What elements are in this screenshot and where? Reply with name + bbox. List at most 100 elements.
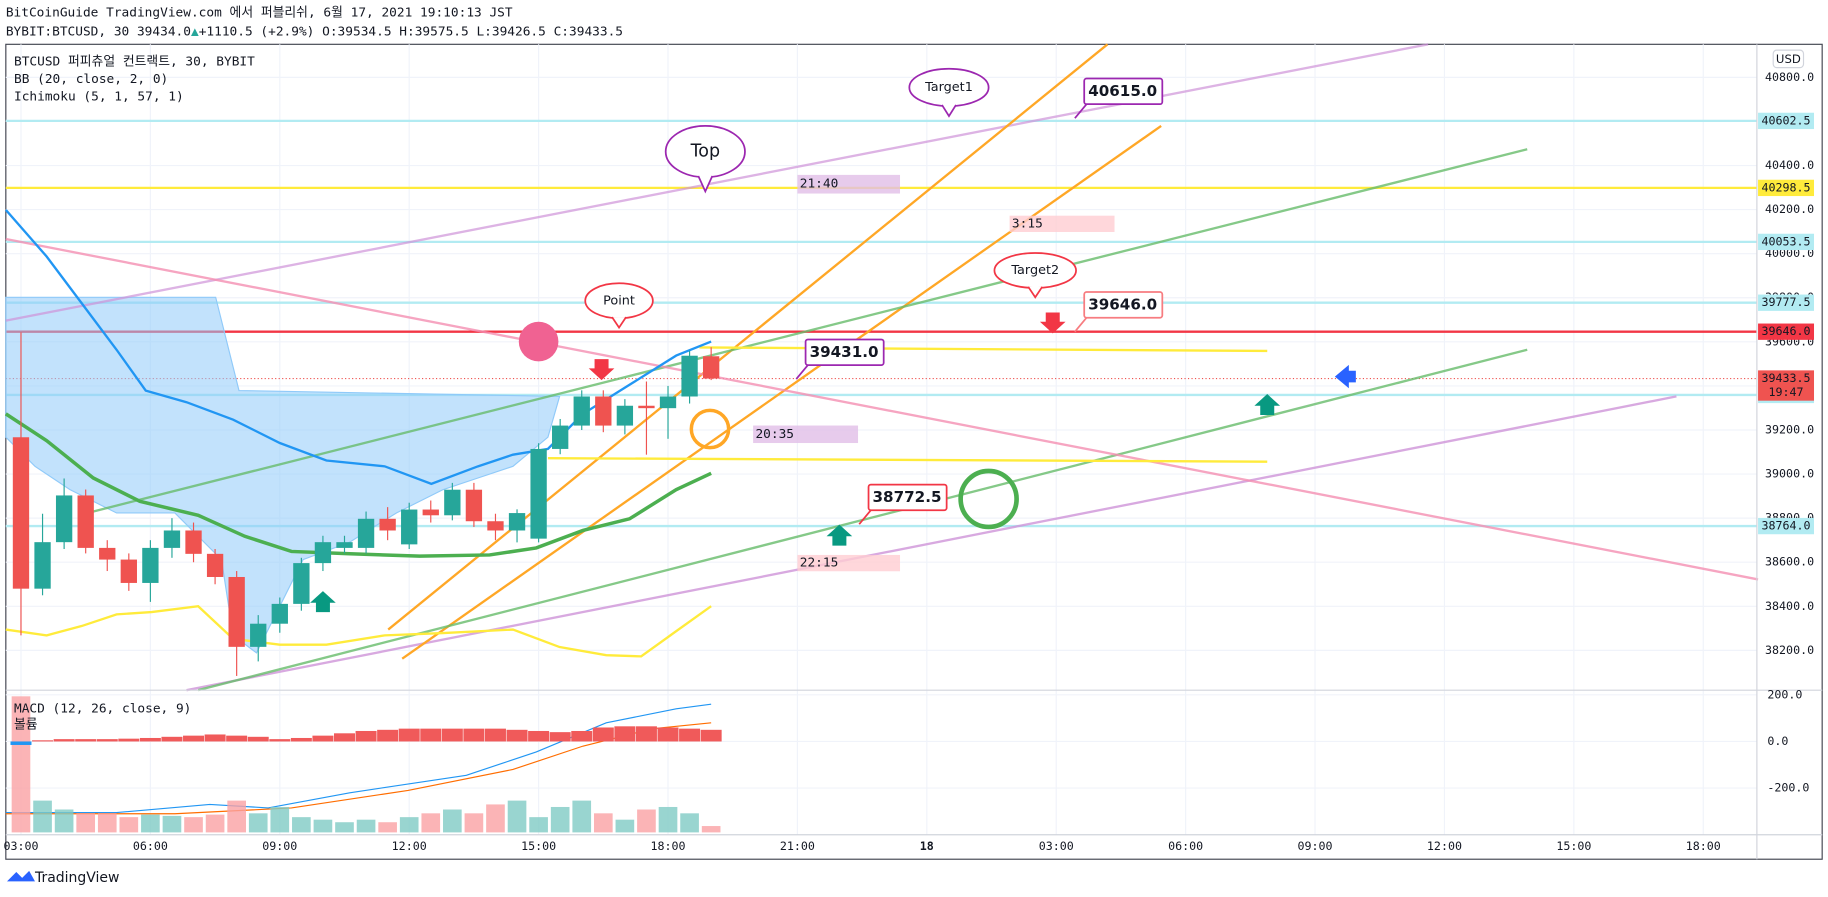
symbol-line: BYBIT:BTCUSD, 30 39434.0▲+1110.5 (+2.9%)…	[6, 24, 623, 39]
level-label-box	[1758, 294, 1815, 311]
candle-body	[142, 547, 159, 583]
candle-body	[508, 513, 526, 531]
level-label: 39777.5	[1761, 295, 1810, 309]
level-label-box	[1758, 323, 1815, 340]
candle-body	[487, 521, 504, 531]
level-label: 39646.0	[1761, 324, 1810, 338]
volume-bar	[313, 819, 333, 833]
macd-tick-label: -200.0	[1767, 781, 1809, 795]
candle-body	[422, 509, 439, 516]
brand: TradingView	[34, 870, 119, 886]
macd-histogram-bar	[118, 738, 140, 742]
candle-body	[228, 576, 245, 647]
time-note-box	[797, 554, 901, 572]
macd-histogram-bar	[506, 729, 528, 742]
level-label-box	[1758, 517, 1815, 535]
x-tick-label: 21:00	[780, 839, 815, 853]
macd-histogram-bar	[463, 728, 485, 742]
volume-bar	[335, 822, 354, 833]
candle-body	[659, 396, 677, 409]
level-label: 40053.5	[1761, 234, 1810, 248]
volume-bar	[464, 813, 484, 833]
macd-histogram-bar	[484, 728, 506, 742]
y-tick-label: 40200.0	[1765, 202, 1814, 216]
price-note: 39646.0	[1088, 295, 1157, 313]
macd-histogram-bar	[614, 726, 636, 742]
candle-body	[616, 405, 634, 426]
candle-body	[702, 356, 720, 379]
volume-bar	[507, 800, 527, 833]
note-box	[1083, 291, 1164, 319]
candle-body	[120, 559, 137, 583]
callout: Target1	[924, 80, 973, 95]
x-tick-label: 09:00	[1298, 839, 1333, 853]
volume-bar	[248, 813, 268, 833]
macd-histogram-bar	[657, 727, 679, 742]
candle-body	[163, 530, 181, 548]
legend: BB (20, close, 2, 0)	[14, 72, 168, 87]
level-label-box	[1758, 179, 1815, 197]
x-tick-label: 06:00	[133, 839, 168, 853]
x-tick-label: 06:00	[1168, 839, 1203, 853]
ohlc: O:39534.5	[322, 24, 391, 39]
up: ▲	[191, 24, 199, 39]
macd-tick-label: 0.0	[1767, 734, 1788, 748]
candle-body	[401, 509, 418, 545]
candle-body	[552, 425, 569, 449]
legend: Ichimoku (5, 1, 57, 1)	[14, 89, 184, 104]
level-label-box	[1758, 233, 1815, 251]
callout-tail	[941, 104, 957, 118]
symbol: BYBIT:BTCUSD, 30 39434.0	[6, 24, 191, 39]
macd-histogram-bar	[377, 729, 399, 742]
macd-histogram-bar	[312, 735, 334, 742]
logo	[6, 870, 35, 882]
volume-bar	[119, 817, 139, 833]
candle-body	[465, 489, 483, 522]
macd-histogram-bar	[700, 729, 722, 742]
volume-bar	[637, 809, 656, 833]
ohlc: L:39426.5	[476, 24, 545, 39]
candle-body	[681, 355, 698, 397]
frame	[5, 43, 1823, 860]
time-note: 22:15	[800, 556, 839, 571]
macd-histogram-bar	[549, 732, 571, 742]
currency: USD	[1776, 52, 1801, 66]
volume-bar	[399, 817, 419, 833]
y-tick-label: 39200.0	[1765, 422, 1814, 436]
volume-bar	[97, 813, 117, 833]
candle-body	[444, 489, 461, 516]
drawings	[4, 43, 1759, 815]
candle-body	[357, 518, 375, 548]
ohlc: C:39433.5	[554, 24, 623, 39]
volume-bar	[421, 813, 441, 833]
x-tick-label: 12:00	[392, 839, 427, 853]
macd-histogram-bar	[53, 739, 75, 742]
macd-histogram-bar	[398, 728, 420, 742]
level-label: 40602.5	[1761, 113, 1810, 127]
callout: Target2	[1010, 263, 1059, 278]
candle-body	[379, 518, 396, 531]
candle-body	[206, 553, 224, 577]
macd-histogram-bar	[679, 728, 701, 742]
callout-tail	[611, 316, 627, 330]
candle-body	[638, 405, 655, 409]
y-tick-label: 38200.0	[1765, 643, 1814, 657]
x-tick-label: 03:00	[3, 839, 38, 853]
candle-body	[55, 495, 73, 543]
macd-histogram-bar	[183, 735, 205, 742]
time-note-box	[797, 174, 901, 194]
macd-histogram-bar	[32, 740, 54, 742]
candle-body	[314, 542, 332, 564]
legend: BTCUSD 퍼피츄얼 컨트랙트, 30, BYBIT	[14, 54, 255, 69]
volume-bar	[378, 822, 397, 833]
y-tick-label: 38400.0	[1765, 599, 1814, 613]
volume-bar	[33, 800, 52, 833]
callout-tail	[697, 175, 714, 194]
note-box	[1083, 77, 1164, 106]
x-tick-label: 18	[920, 839, 934, 853]
volume-bar	[76, 813, 96, 833]
change: +1110.5 (+2.9%)	[199, 24, 315, 39]
x-tick-label: 12:00	[1427, 839, 1462, 853]
macd-histogram-bar	[528, 730, 550, 742]
